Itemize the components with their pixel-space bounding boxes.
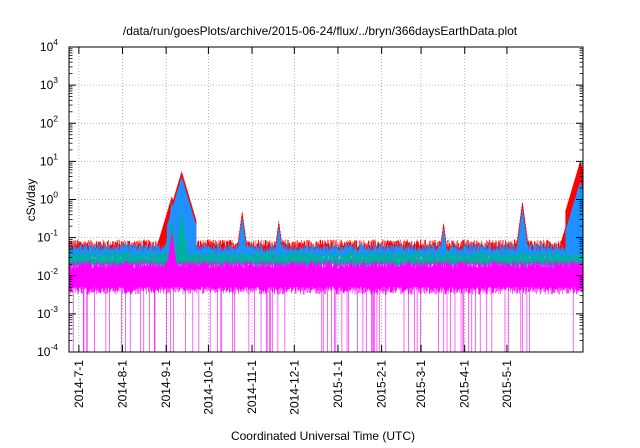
x-tick-label: 2015-2-1: [375, 360, 389, 408]
x-tick-label: 2014-11-1: [245, 360, 259, 414]
x-tick-label: 2015-5-1: [500, 360, 514, 408]
series-group: [68, 161, 584, 352]
x-tick-label: 2014-8-1: [116, 360, 130, 408]
x-tick-label: 2015-1-1: [331, 360, 345, 408]
y-tick-label: 101: [40, 151, 58, 168]
x-tick-label: 2015-3-1: [414, 360, 428, 408]
x-tick-label: 2015-4-1: [458, 360, 472, 408]
x-tick-labels: 2014-7-1 2014-8-1 2014-9-1 2014-10-1 2014-11…: [72, 360, 514, 415]
y-axis-label: cSv/day: [24, 179, 38, 222]
y-tick-label: 10-1: [37, 228, 58, 245]
y-tick-label: 103: [40, 75, 58, 92]
chart-title: /data/run/goesPlots/archive/2015-06-24/f…: [123, 24, 518, 38]
axis-ticks: [69, 46, 583, 353]
y-tick-label: 10-4: [37, 342, 58, 359]
y-tick-label: 104: [40, 37, 58, 54]
x-tick-label: 2014-9-1: [159, 360, 173, 408]
x-tick-label: 2014-7-1: [72, 360, 86, 408]
y-tick-label: 102: [40, 113, 58, 130]
y-tick-label: 10-2: [37, 266, 58, 283]
x-tick-label: 2014-12-1: [287, 360, 301, 415]
y-tick-label: 100: [40, 190, 58, 207]
x-axis-label: Coordinated Universal Time (UTC): [231, 429, 415, 443]
x-tick-label: 2014-10-1: [201, 360, 215, 415]
y-tick-label: 10-3: [37, 304, 58, 321]
y-tick-labels: 10-4 10-3 10-2 10-1 100 101 102 103 104: [37, 37, 58, 359]
